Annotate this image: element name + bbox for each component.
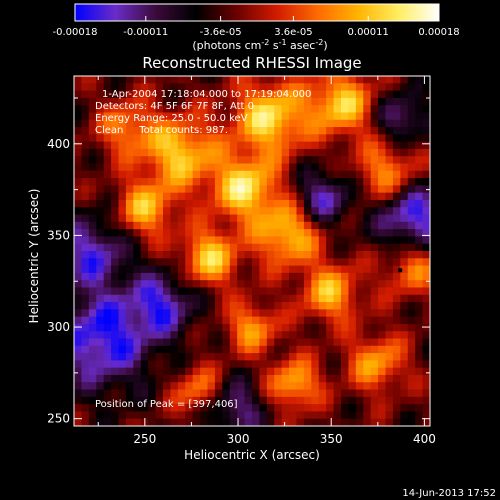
plot-frame — [73, 75, 431, 427]
annotation-peak-position: Position of Peak = [397,406] — [95, 399, 238, 410]
y-tick-label: 400 — [47, 137, 70, 151]
x-axis-label: Heliocentric X (arcsec) — [184, 448, 320, 462]
chart-title: Reconstructed RHESSI Image — [142, 54, 361, 72]
x-tick-label: 300 — [227, 432, 250, 446]
colorbar: -0.00018 -0.00011 -3.6e-05 3.6e-05 0.00011 0.… — [53, 3, 460, 52]
y-tick-label: 350 — [47, 228, 70, 242]
peak-marker — [398, 268, 403, 273]
annotations: 1-Apr-2004 17:18:04.000 to 17:19:04.000 … — [95, 89, 311, 410]
y-tick-label: 250 — [47, 412, 70, 426]
annotation-time-range: 1-Apr-2004 17:18:04.000 to 17:19:04.000 — [102, 89, 311, 100]
footer-timestamp: 14-Jun-2013 17:52 — [402, 488, 496, 499]
axes: 250 300 350 400 250 300 350 400 — [47, 76, 436, 446]
y-tick-label: 300 — [47, 320, 70, 334]
x-tick-label: 350 — [320, 432, 343, 446]
colorbar-tick-label: 3.6e-05 — [274, 27, 312, 38]
colorbar-tick-label: -0.00018 — [53, 27, 98, 38]
colorbar-tick-label: -0.00011 — [123, 27, 168, 38]
x-tick-label: 400 — [413, 432, 436, 446]
colorbar-bar — [74, 3, 440, 22]
colorbar-ticks: -0.00018 -0.00011 -3.6e-05 3.6e-05 0.00011 0.… — [53, 16, 460, 38]
y-axis-label: Heliocentric Y (arcsec) — [27, 189, 41, 324]
colorbar-tick-label: 0.00011 — [348, 27, 389, 38]
annotation-detectors: Detectors: 4F 5F 6F 7F 8F, Att 0 — [95, 101, 254, 112]
annotation-clean: Clean Total counts: 987. — [95, 125, 228, 136]
colorbar-unit-label: (photons cm-2 s-1 asec-2) — [192, 38, 327, 52]
colorbar-tick-label: -3.6e-05 — [200, 27, 242, 38]
colorbar-tick-label: 0.00018 — [418, 27, 459, 38]
annotation-energy: Energy Range: 25.0 - 50.0 keV — [95, 113, 248, 124]
x-tick-label: 250 — [133, 432, 156, 446]
heatmap-image — [74, 76, 430, 426]
